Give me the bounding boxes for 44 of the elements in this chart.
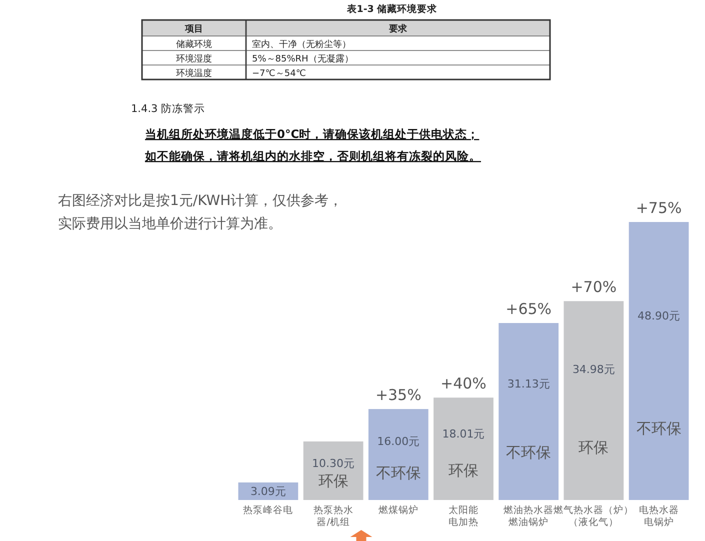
text: 表1-3 储藏环境要求	[346, 3, 438, 15]
category-label: 要求	[388, 24, 408, 34]
annotation: 环保	[578, 438, 609, 456]
annotation: 不环保	[506, 444, 552, 462]
text: −7℃～54℃	[252, 68, 306, 79]
text: 1.4.3 防冻警示	[131, 102, 206, 115]
text: 环境湿度	[176, 53, 212, 64]
data-label: 31.13元	[507, 377, 550, 390]
bar	[628, 222, 689, 500]
x-tick-label: 热泵峰谷电	[243, 504, 294, 516]
text: 储藏环境	[176, 38, 212, 50]
x-tick-label: 太阳能电加热	[448, 504, 478, 528]
text: 室内、干净（无粉尘等）	[252, 38, 351, 50]
text: 当机组所处环境温度低于0°C时，请确保该机组处于供电状态；	[145, 127, 480, 141]
data-label: 34.98元	[572, 362, 615, 376]
data-label: 3.09元	[250, 485, 286, 498]
text: 如不能确保，请将机组内的水排空，否则机组将有冻裂的风险。	[144, 149, 481, 163]
data-label: 48.90元	[638, 310, 680, 323]
text: 环境温度	[176, 68, 212, 79]
annotation: +40%	[440, 374, 486, 393]
x-tick-label: 电热水器电锅炉	[638, 504, 679, 528]
data-label: 18.01元	[442, 427, 485, 440]
x-tick-label: 热泵热水器/机组	[313, 504, 354, 528]
annotation: 环保	[318, 472, 348, 490]
x-tick-label: 燃煤锅炉	[378, 504, 418, 516]
x-tick-label: 燃油热水器燃油锅炉	[504, 504, 554, 528]
x-tick-label: 燃气热水器（炉）（液化气）	[554, 504, 634, 528]
bar	[434, 398, 494, 500]
annotation: 环保	[448, 461, 478, 480]
bar	[368, 409, 428, 500]
annotation: 不环保	[636, 419, 682, 438]
bar	[564, 301, 624, 500]
text: 5%～85%RH（无凝露）	[252, 53, 354, 64]
annotation: +70%	[570, 278, 617, 296]
annotation: +75%	[636, 199, 682, 217]
annotation: +35%	[375, 386, 422, 404]
data-label: 16.00元	[377, 435, 420, 448]
annotation: 不环保	[376, 464, 421, 482]
data-label: 10.30元	[312, 456, 355, 470]
annotation: +65%	[506, 300, 552, 318]
bar	[498, 323, 559, 500]
bar	[303, 441, 364, 500]
category-label: 项目	[184, 24, 203, 34]
annotation: 右图经济对比是按1元/KWH计算，仅供参考，实际费用以当地单价进行计算为准。	[58, 193, 343, 232]
